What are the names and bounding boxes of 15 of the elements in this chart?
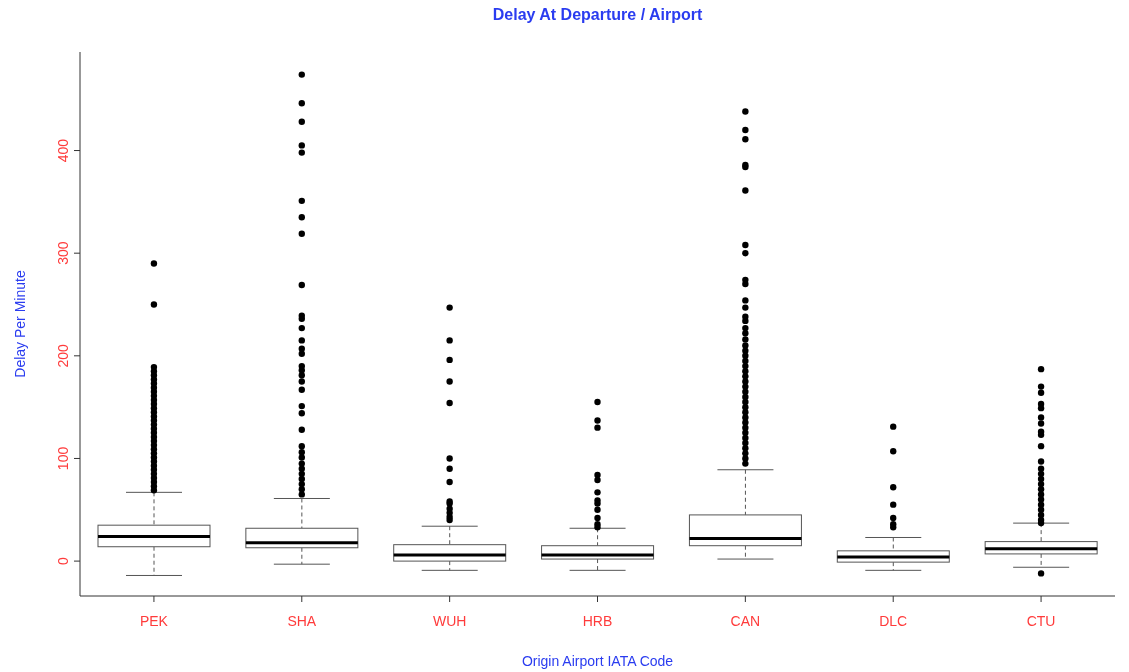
y-tick-label: 400 bbox=[55, 138, 71, 163]
y-axis-title: Delay Per Minute bbox=[11, 270, 28, 378]
x-tick-label: HRB bbox=[582, 612, 613, 629]
x-tick-label: SHA bbox=[287, 612, 317, 629]
x-tick-label: CTU bbox=[1026, 612, 1056, 629]
y-tick-label: 0 bbox=[55, 557, 71, 565]
x-tick-label: WUH bbox=[432, 612, 467, 629]
x-tick-label: CAN bbox=[730, 612, 761, 629]
x-axis-title: Origin Airport IATA Code bbox=[521, 653, 674, 669]
y-tick-label: 200 bbox=[55, 343, 71, 368]
y-tick-label: 100 bbox=[55, 446, 71, 471]
chart-title: Delay At Departure / Airport bbox=[491, 6, 704, 24]
x-tick-label: PEK bbox=[139, 612, 169, 629]
y-tick-label: 300 bbox=[55, 241, 71, 265]
x-tick-label: DLC bbox=[879, 612, 908, 629]
